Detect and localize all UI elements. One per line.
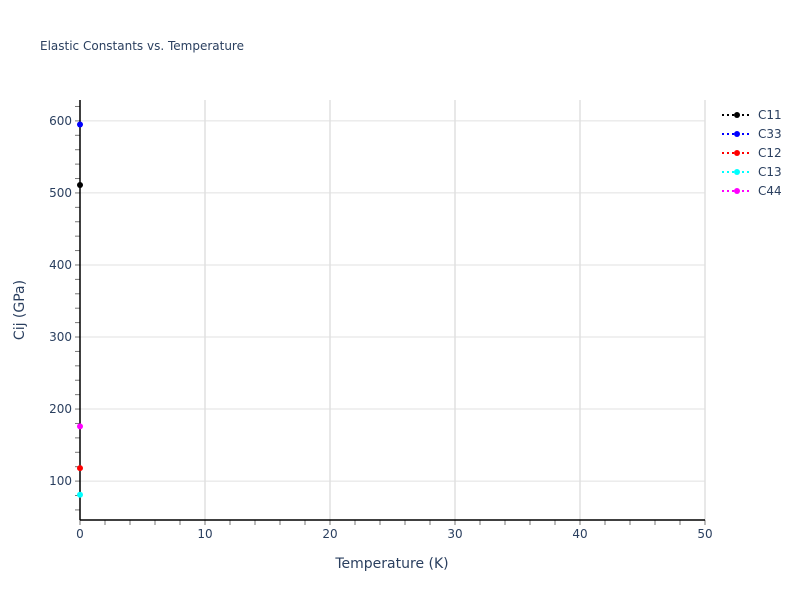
gridlines bbox=[80, 100, 706, 520]
legend-label: C33 bbox=[758, 127, 782, 141]
x-tick-label: 40 bbox=[572, 527, 587, 541]
data-point-C44 bbox=[77, 423, 83, 430]
y-axis-label: Cij (GPa) bbox=[12, 280, 28, 340]
y-tick-label: 500 bbox=[49, 186, 72, 200]
data-marks bbox=[77, 121, 83, 498]
legend-marker-C13 bbox=[734, 169, 740, 175]
x-tick-label: 20 bbox=[322, 527, 337, 541]
x-tick-label: 10 bbox=[197, 527, 212, 541]
legend-marker-C44 bbox=[734, 188, 740, 194]
legend-label: C12 bbox=[758, 146, 782, 160]
legend-marker-C12 bbox=[734, 150, 740, 156]
data-point-C11 bbox=[77, 182, 83, 189]
data-point-C12 bbox=[77, 465, 83, 472]
legend-marker-C11 bbox=[734, 112, 740, 118]
data-point-C33 bbox=[77, 121, 83, 128]
legend: C11 C33 C12 C13 C44 bbox=[722, 108, 782, 198]
x-axis-label: Temperature (K) bbox=[334, 556, 448, 572]
legend-label: C13 bbox=[758, 165, 782, 179]
y-tick-label: 100 bbox=[49, 474, 72, 488]
x-tick-label: 30 bbox=[447, 527, 462, 541]
chart-title: Elastic Constants vs. Temperature bbox=[40, 39, 244, 53]
x-tick-label: 0 bbox=[76, 527, 84, 541]
y-tick-label: 300 bbox=[49, 330, 72, 344]
legend-marker-C33 bbox=[734, 131, 740, 137]
y-tick-label: 400 bbox=[49, 258, 72, 272]
legend-label: C11 bbox=[758, 108, 782, 122]
data-point-C13 bbox=[77, 491, 83, 498]
axes: 0 10 20 30 40 50 100 200 300 400 500 600 bbox=[49, 100, 713, 541]
y-tick-label: 200 bbox=[49, 402, 72, 416]
x-tick-label: 50 bbox=[697, 527, 712, 541]
y-tick-label: 600 bbox=[49, 114, 72, 128]
legend-label: C44 bbox=[758, 184, 782, 198]
